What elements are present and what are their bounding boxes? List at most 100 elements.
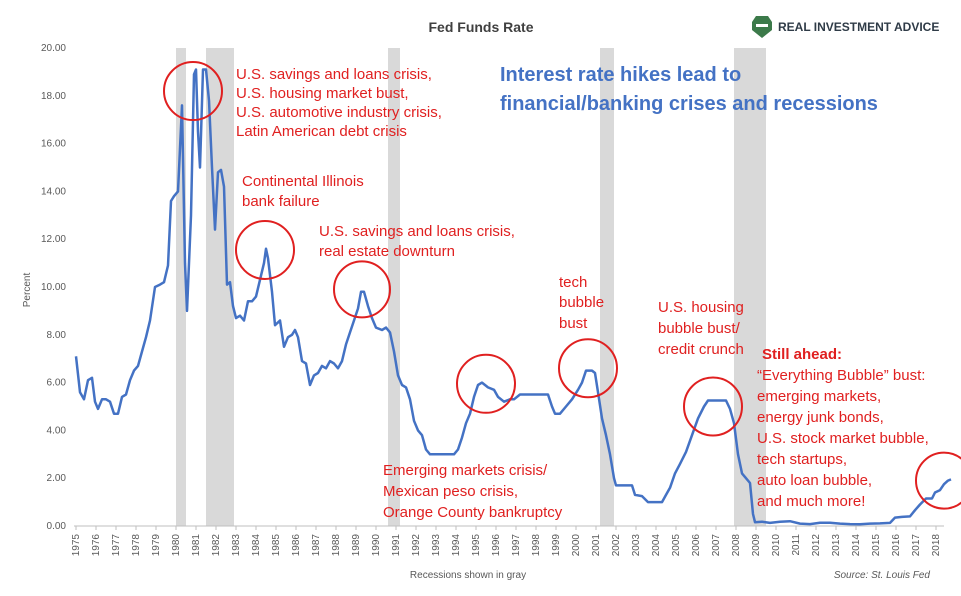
- x-tick-label: 1996: [491, 534, 502, 557]
- annotation-tech-bubble: tech bubble bust: [559, 274, 604, 332]
- source-note: Source: St. Louis Fed: [834, 570, 931, 581]
- annotation-line: bubble bust/: [658, 320, 741, 337]
- y-tick-label: 2.00: [47, 473, 67, 484]
- x-tick-label: 1999: [551, 534, 562, 557]
- annotation-line: credit crunch: [658, 341, 744, 358]
- annotation-continental-illinois: Continental Illinois bank failure: [242, 173, 364, 210]
- annotation-line: bust: [559, 315, 588, 332]
- annotation-line: Latin American debt crisis: [236, 123, 407, 140]
- y-tick-label: 8.00: [47, 330, 67, 341]
- annotation-line: tech startups,: [757, 451, 847, 468]
- x-tick-label: 1982: [211, 534, 222, 557]
- highlight-circle: [235, 219, 295, 280]
- highlight-circle: [915, 451, 961, 510]
- recession-band: [176, 48, 186, 526]
- x-tick-label: 2008: [731, 534, 742, 557]
- annotation-line: U.S. housing: [658, 299, 744, 316]
- y-axis: 0.00 2.00 4.00 6.00 8.00 10.00 12.00 14.00 16.00…: [41, 43, 66, 532]
- y-tick-label: 14.00: [41, 186, 66, 197]
- annotation-line: tech: [559, 274, 587, 291]
- x-tick-label: 1991: [391, 534, 402, 557]
- x-tick-label: 2003: [631, 534, 642, 557]
- y-tick-label: 16.00: [41, 139, 66, 150]
- recession-bands: [176, 48, 766, 526]
- x-tick-label: 1976: [91, 534, 102, 557]
- annotation-line: U.S. savings and loans crisis,: [236, 66, 432, 83]
- x-tick-label: 2010: [771, 534, 782, 557]
- x-tick-label: 1992: [411, 534, 422, 557]
- recession-band: [734, 48, 766, 526]
- x-tick-label: 1990: [371, 534, 382, 557]
- x-tick-label: 1981: [191, 534, 202, 557]
- chart-title: Fed Funds Rate: [428, 19, 533, 35]
- highlight-circle: [163, 61, 223, 122]
- y-tick-label: 20.00: [41, 43, 66, 54]
- x-axis: 1975 1976 1977 1978 1979 1980 1981 1982 1983 1984…: [71, 525, 944, 557]
- headline-line-2: financial/banking crises and recessions: [500, 93, 878, 115]
- x-tick-label: 1998: [531, 534, 542, 557]
- x-tick-label: 1997: [511, 534, 522, 557]
- annotation-line: U.S. savings and loans crisis,: [319, 223, 515, 240]
- x-tick-label: 2012: [811, 534, 822, 557]
- x-tick-label: 1984: [251, 534, 262, 557]
- annotation-1980s-crises: U.S. savings and loans crisis, U.S. hous…: [236, 66, 442, 140]
- annotation-line: Mexican peso crisis,: [383, 483, 518, 500]
- brand-name: REAL INVESTMENT ADVICE: [778, 20, 939, 34]
- y-tick-label: 18.00: [41, 91, 66, 102]
- x-tick-label: 2009: [751, 534, 762, 557]
- annotation-line: and much more!: [757, 493, 865, 510]
- highlight-circles: [163, 61, 961, 510]
- annotation-line: emerging markets,: [757, 388, 881, 405]
- rate-series-line: [74, 68, 952, 526]
- x-tick-label: 1985: [271, 534, 282, 557]
- recession-band: [388, 48, 400, 526]
- y-tick-label: 0.00: [47, 521, 67, 532]
- x-tick-label: 2002: [611, 534, 622, 557]
- x-tick-label: 2004: [651, 534, 662, 557]
- highlight-circle: [558, 338, 618, 399]
- x-tick-label: 2001: [591, 534, 602, 557]
- y-tick-label: 4.00: [47, 425, 67, 436]
- highlight-circle: [683, 376, 743, 437]
- recession-band: [600, 48, 614, 526]
- x-tick-label: 1986: [291, 534, 302, 557]
- x-tick-label: 2005: [671, 534, 682, 557]
- plot-area: [74, 68, 952, 526]
- x-tick-label: 2013: [831, 534, 842, 557]
- x-tick-label: 1983: [231, 534, 242, 557]
- annotation-emerging-markets-1995: Emerging markets crisis/ Mexican peso cr…: [383, 462, 563, 521]
- x-tick-label: 2000: [571, 534, 582, 557]
- annotation-line: U.S. stock market bubble,: [757, 430, 929, 447]
- x-tick-label: 1975: [71, 534, 82, 557]
- annotation-line: bubble: [559, 294, 604, 311]
- annotation-line: Orange County bankruptcy: [383, 504, 563, 521]
- highlight-circle: [456, 353, 516, 414]
- annotation-line: U.S. housing market bust,: [236, 85, 409, 102]
- annotation-line: Emerging markets crisis/: [383, 462, 548, 479]
- x-tick-label: 1977: [111, 534, 122, 557]
- annotation-savings-loans-1989: U.S. savings and loans crisis, real esta…: [319, 223, 515, 260]
- annotation-line: “Everything Bubble” bust:: [757, 367, 925, 384]
- x-tick-label: 2011: [791, 534, 802, 556]
- annotation-line: auto loan bubble,: [757, 472, 872, 489]
- x-tick-label: 2015: [871, 534, 882, 557]
- y-tick-label: 6.00: [47, 378, 67, 389]
- x-tick-label: 1980: [171, 534, 182, 557]
- x-tick-label: 2006: [691, 534, 702, 557]
- annotation-line: real estate downturn: [319, 243, 455, 260]
- y-tick-label: 10.00: [41, 282, 66, 293]
- x-tick-label: 2017: [911, 534, 922, 557]
- annotation-heading: Still ahead:: [762, 346, 842, 363]
- x-tick-label: 1995: [471, 534, 482, 557]
- x-tick-label: 1989: [351, 534, 362, 557]
- annotation-housing-bubble: U.S. housing bubble bust/ credit crunch: [658, 299, 744, 358]
- x-tick-label: 2007: [711, 534, 722, 557]
- annotation-line: U.S. automotive industry crisis,: [236, 104, 442, 121]
- x-tick-label: 2018: [931, 534, 942, 557]
- x-tick-label: 2014: [851, 534, 862, 557]
- y-axis-label: Percent: [22, 273, 33, 308]
- headline-line-1: Interest rate hikes lead to: [500, 64, 741, 86]
- annotation-still-ahead: Still ahead: “Everything Bubble” bust: e…: [757, 346, 929, 510]
